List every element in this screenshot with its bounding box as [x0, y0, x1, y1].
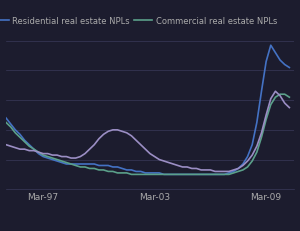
- Commercial real estate NPLs: [60, 160, 64, 163]
- Residential real estate NPLs: [269, 45, 273, 47]
- Commercial real estate NPLs: [4, 122, 8, 124]
- Residential real estate NPLs: [255, 122, 259, 124]
- Commercial real estate NPLs: [79, 166, 82, 169]
- Commercial real estate NPLs: [181, 173, 184, 176]
- Residential real estate NPLs: [144, 172, 147, 175]
- Line: Commercial real estate NPLs: Commercial real estate NPLs: [6, 95, 290, 175]
- Commercial real estate NPLs: [288, 96, 291, 99]
- Line: Residential real estate NPLs: Residential real estate NPLs: [6, 46, 290, 175]
- Commercial real estate NPLs: [27, 145, 31, 148]
- Commercial real estate NPLs: [148, 173, 152, 176]
- Residential real estate NPLs: [4, 117, 8, 120]
- Commercial real estate NPLs: [255, 151, 259, 154]
- Legend: Residential real estate NPLs, Commercial real estate NPLs: Residential real estate NPLs, Commercial…: [0, 13, 280, 29]
- Residential real estate NPLs: [181, 173, 184, 176]
- Residential real estate NPLs: [60, 161, 64, 164]
- Commercial real estate NPLs: [130, 173, 133, 176]
- Residential real estate NPLs: [162, 173, 166, 176]
- Residential real estate NPLs: [79, 163, 82, 166]
- Residential real estate NPLs: [288, 67, 291, 70]
- Residential real estate NPLs: [27, 144, 31, 146]
- Commercial real estate NPLs: [278, 93, 282, 96]
